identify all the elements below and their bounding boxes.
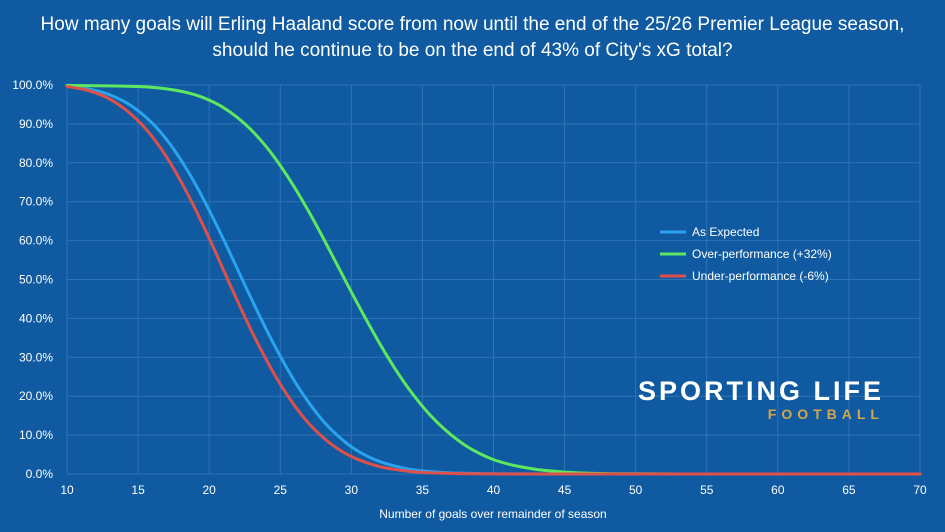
legend-label-under-performance-6: Under-performance (-6%) bbox=[692, 269, 829, 283]
x-tick-label: 50 bbox=[629, 483, 643, 497]
sporting-life-logo: SPORTING LIFE FOOTBALL bbox=[600, 376, 884, 422]
y-tick-label: 40.0% bbox=[19, 311, 53, 325]
y-tick-label: 70.0% bbox=[19, 195, 53, 209]
x-tick-label: 10 bbox=[60, 483, 74, 497]
brand-name: SPORTING LIFE bbox=[637, 376, 884, 406]
grid-layer bbox=[66, 84, 921, 475]
x-tick-label: 70 bbox=[913, 483, 927, 497]
y-tick-label: 60.0% bbox=[19, 234, 53, 248]
series-line-under-performance-6 bbox=[65, 85, 922, 476]
y-tick-label: 20.0% bbox=[19, 389, 53, 403]
y-tick-label: 10.0% bbox=[19, 428, 53, 442]
y-tick-label: 80.0% bbox=[19, 156, 53, 170]
x-tick-label: 60 bbox=[771, 483, 785, 497]
x-tick-label: 20 bbox=[202, 483, 216, 497]
chart-title: How many goals will Erling Haaland score… bbox=[40, 14, 905, 61]
x-tick-label: 40 bbox=[487, 483, 501, 497]
x-tick-label: 55 bbox=[700, 483, 714, 497]
legend-label-over-performance-32: Over-performance (+32%) bbox=[692, 247, 832, 261]
axis-layer: 10 15 20 25 30 35 40 45 50 55 60 65 70 0.0% 10.0% 20.0%… bbox=[12, 78, 927, 497]
x-tick-label: 30 bbox=[345, 483, 359, 497]
y-tick-label: 90.0% bbox=[19, 117, 53, 131]
x-tick-label: 15 bbox=[131, 483, 145, 497]
x-tick-label: 35 bbox=[416, 483, 430, 497]
series-layer bbox=[65, 83, 922, 476]
legend-label-as-expected: As Expected bbox=[692, 225, 759, 239]
x-tick-label: 45 bbox=[558, 483, 572, 497]
y-tick-label: 0.0% bbox=[26, 467, 54, 481]
y-tick-label: 30.0% bbox=[19, 350, 53, 364]
y-tick-label: 100.0% bbox=[12, 78, 53, 92]
x-tick-label: 25 bbox=[274, 483, 288, 497]
brand-subtitle: FOOTBALL bbox=[767, 406, 884, 422]
y-tick-label: 50.0% bbox=[19, 273, 53, 287]
x-tick-label: 65 bbox=[842, 483, 856, 497]
x-axis-title: Number of goals over remainder of season bbox=[379, 507, 606, 521]
legend: As Expected Over-performance (+32%) Under-… bbox=[660, 225, 832, 283]
